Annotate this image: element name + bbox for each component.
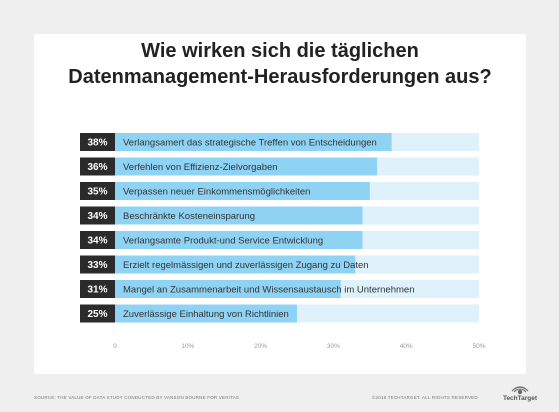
bar xyxy=(115,157,378,176)
value-label-box xyxy=(80,304,115,323)
category-label: Verlangsamert das strategische Treffen v… xyxy=(123,138,377,149)
category-label: Erzielt regelmässigen und zuverlässigen … xyxy=(123,260,369,271)
copyright-note: ©2018 TECHTARGET. ALL RIGHTS RESERVED xyxy=(372,395,478,400)
bar xyxy=(115,280,341,298)
value-label-box xyxy=(80,133,115,151)
data-label: 25% xyxy=(87,309,107,320)
category-label: Beschränkte Kosteneinsparung xyxy=(123,211,255,222)
x-tick-label: 40% xyxy=(400,343,413,350)
eye-logo-icon xyxy=(511,386,529,395)
category-label: Mangel an Zusammenarbeit und Wissensaust… xyxy=(123,285,414,296)
x-tick-label: 10% xyxy=(181,343,194,350)
chart-title-line-2: Datenmanagement-Herausforderungen aus? xyxy=(68,66,492,88)
value-label-box xyxy=(80,206,115,225)
data-label: 38% xyxy=(87,138,107,149)
x-tick-label: 20% xyxy=(254,343,267,350)
category-label: Verfehlen von Effizienz-Zielvorgaben xyxy=(123,162,278,173)
bar xyxy=(115,133,392,151)
category-label: Verlangsamte Produkt-und Service Entwick… xyxy=(123,236,323,247)
value-label-box xyxy=(80,157,115,176)
logo-text: TechTarget xyxy=(502,395,538,402)
chart-title: Wie wirken sich die täglichen Datenmanag… xyxy=(34,38,526,90)
x-tick-label: 50% xyxy=(472,343,485,350)
bar xyxy=(115,231,363,249)
value-label-box xyxy=(80,255,115,274)
value-label-box xyxy=(80,182,115,200)
value-label-box xyxy=(80,231,115,249)
category-label: Verpassen neuer Einkommensmöglichkeiten xyxy=(123,187,310,198)
x-tick-label: 0 xyxy=(113,343,117,350)
bar xyxy=(115,206,363,225)
data-label: 35% xyxy=(87,187,107,198)
data-label: 34% xyxy=(87,211,107,222)
bar xyxy=(115,255,356,274)
bar xyxy=(115,304,297,323)
category-label: Zuverlässige Einhaltung von Richtlinien xyxy=(123,309,289,320)
bar xyxy=(115,182,370,200)
techtarget-logo: TechTarget xyxy=(500,383,540,409)
x-tick-label: 30% xyxy=(327,343,340,350)
source-note: SOURCE: THE VALUE OF DATA STUDY CONDUCTE… xyxy=(34,395,240,400)
data-label: 31% xyxy=(87,285,107,296)
data-label: 33% xyxy=(87,260,107,271)
data-label: 34% xyxy=(87,236,107,247)
data-label: 36% xyxy=(87,162,107,173)
chart-title-line-1: Wie wirken sich die täglichen xyxy=(141,40,419,62)
value-label-box xyxy=(80,280,115,298)
